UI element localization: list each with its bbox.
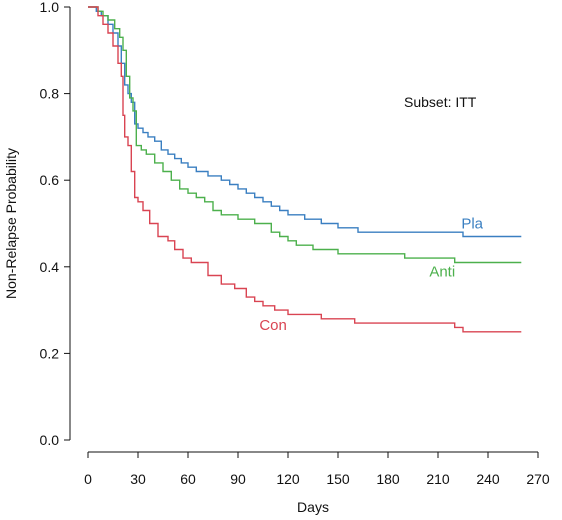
x-tick-label: 30 bbox=[130, 471, 146, 487]
x-tick-label: 150 bbox=[326, 471, 350, 487]
y-axis-title: Non-Relapse Probability bbox=[3, 148, 19, 299]
y-tick-label: 0.2 bbox=[40, 345, 60, 361]
x-tick-label: 240 bbox=[476, 471, 500, 487]
y-tick-label: 0.6 bbox=[40, 172, 60, 188]
series-label-anti: Anti bbox=[429, 263, 455, 280]
x-tick-label: 120 bbox=[276, 471, 300, 487]
series-layer bbox=[88, 6, 522, 333]
series-label-con: Con bbox=[259, 317, 287, 334]
x-tick-label: 210 bbox=[426, 471, 450, 487]
y-tick-label: 1.0 bbox=[40, 0, 60, 15]
labels-layer: Pla Anti Con bbox=[259, 215, 483, 333]
y-tick-label: 0.8 bbox=[40, 86, 60, 102]
series-line-anti bbox=[88, 6, 522, 264]
x-tick-label: 180 bbox=[376, 471, 400, 487]
x-tick-label: 90 bbox=[230, 471, 246, 487]
x-axis-title: Days bbox=[297, 499, 329, 515]
x-tick-label: 60 bbox=[180, 471, 196, 487]
subset-annotation: Subset: ITT bbox=[404, 94, 477, 110]
x-tick-label: 0 bbox=[84, 471, 92, 487]
axes-layer: 0 30 60 90 120 150 180 210 240 270 0.0 0.2 0.4 0.6 0.8… bbox=[40, 0, 550, 487]
y-tick-label: 0.0 bbox=[40, 432, 60, 448]
series-line-pla bbox=[88, 6, 522, 238]
x-tick-label: 270 bbox=[526, 471, 550, 487]
y-tick-label: 0.4 bbox=[40, 259, 60, 275]
series-line-con bbox=[88, 6, 522, 333]
series-label-pla: Pla bbox=[461, 215, 483, 232]
